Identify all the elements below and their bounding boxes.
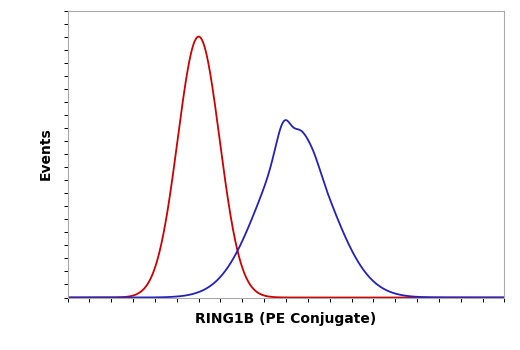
X-axis label: RING1B (PE Conjugate): RING1B (PE Conjugate) [196, 312, 376, 326]
Y-axis label: Events: Events [39, 128, 53, 180]
